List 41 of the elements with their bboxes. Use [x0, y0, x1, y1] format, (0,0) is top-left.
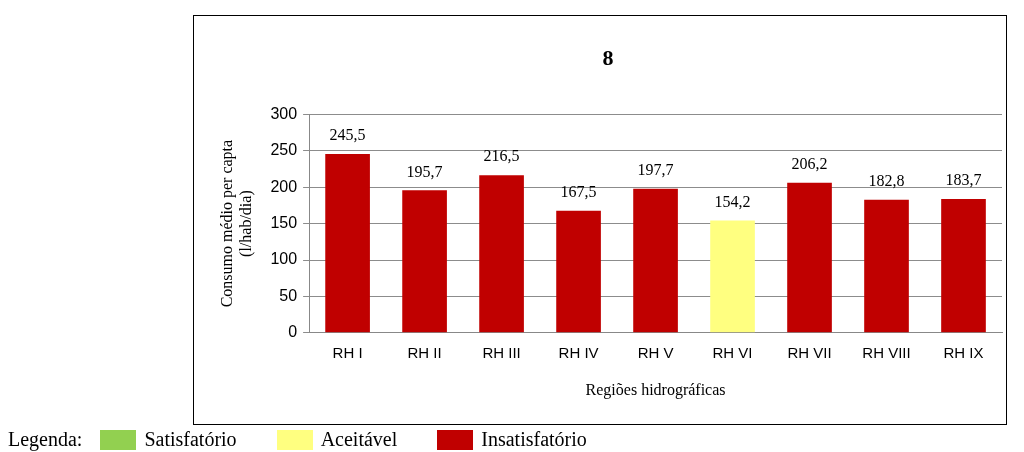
data-label: 206,2 [791, 154, 828, 172]
x-tick-label: RH IX [943, 343, 984, 361]
bar [479, 175, 524, 333]
bar [864, 199, 909, 333]
bar [710, 220, 755, 333]
x-tick-label: RH V [637, 343, 674, 361]
data-label: 167,5 [560, 183, 597, 201]
y-tick-label: 100 [270, 250, 298, 268]
data-label: 183,7 [945, 171, 982, 189]
bar [787, 182, 832, 333]
bar [402, 190, 447, 333]
y-tick-label: 250 [270, 141, 298, 159]
chart-title: 8 [602, 44, 614, 70]
x-tick-label: RH II [407, 343, 442, 361]
legend-title: Legenda: [8, 428, 83, 451]
bar [556, 210, 601, 333]
data-label: 195,7 [406, 162, 443, 180]
data-label: 245,5 [329, 126, 366, 144]
data-label: 182,8 [868, 171, 905, 189]
x-axis-title: Regiões hidrográficas [585, 380, 726, 399]
x-tick-label: RH VII [787, 343, 832, 361]
y-tick-label: 150 [270, 214, 298, 232]
legend-label: Aceitável [320, 428, 398, 451]
x-tick-label: RH VIII [862, 343, 911, 361]
x-tick-label: RH I [332, 343, 363, 361]
y-tick-label: 300 [270, 104, 298, 122]
data-label: 197,7 [637, 161, 674, 179]
legend-label: Insatisfatório [481, 428, 587, 451]
y-axis-title: Consumo médio per capta (l/hab/dia) [217, 139, 255, 308]
bar [941, 199, 986, 333]
legend-label: Satisfatório [144, 428, 237, 451]
bar [633, 188, 678, 333]
x-tick-label: RH VI [712, 343, 753, 361]
y-tick-label: 0 [288, 323, 298, 341]
x-tick-label: RH III [482, 343, 521, 361]
y-tick-label: 50 [279, 286, 298, 304]
x-tick-label: RH IV [558, 343, 599, 361]
data-label: 154,2 [714, 192, 751, 210]
y-tick-label: 200 [270, 177, 298, 195]
bar [325, 154, 370, 333]
data-label: 216,5 [483, 147, 520, 165]
